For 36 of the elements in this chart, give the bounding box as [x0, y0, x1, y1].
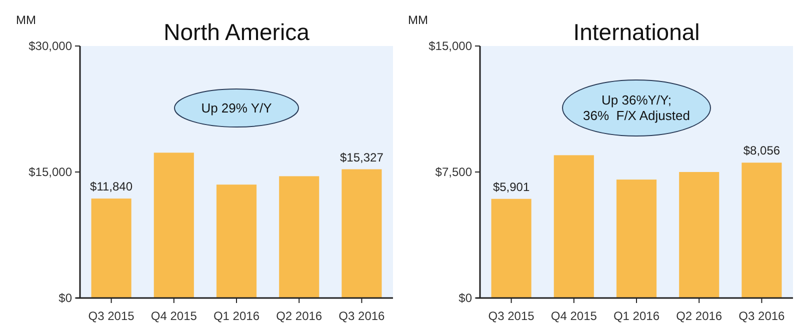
x-tick-label: Q2 2016 [276, 309, 322, 323]
bar [491, 198, 532, 298]
y-tick-label: $30,000 [28, 39, 72, 54]
bar [342, 169, 382, 298]
bar [616, 180, 657, 298]
bar [742, 162, 782, 298]
data-label: $8,056 [743, 144, 780, 158]
bar [679, 172, 720, 298]
data-label: $15,327 [340, 150, 384, 164]
x-tick-label: Q2 2016 [676, 309, 722, 323]
x-tick-label: Q1 2016 [613, 309, 660, 323]
chart-title: North America [164, 19, 310, 45]
bar [554, 155, 594, 298]
y-tick-label: $15,000 [428, 39, 472, 54]
data-label: $11,840 [90, 180, 133, 194]
y-tick-label: $15,000 [28, 165, 72, 180]
bar [216, 184, 257, 298]
annotation: Up 29% Y/Y [201, 100, 272, 116]
bar [279, 176, 320, 298]
y-tick-label: $0 [458, 291, 472, 306]
x-tick-label: Q4 2015 [150, 309, 198, 323]
bar [154, 152, 194, 298]
x-tick-label: Q3 2016 [738, 309, 786, 323]
x-tick-label: Q3 2015 [488, 309, 535, 323]
bar [91, 198, 132, 298]
x-tick-label: Q1 2016 [213, 309, 260, 323]
chart-title: International [573, 19, 700, 45]
y-tick-label: $7,500 [435, 165, 472, 180]
data-label: $5,901 [492, 180, 530, 194]
y-axis-title: MM [408, 13, 428, 27]
x-tick-label: Q3 2015 [88, 309, 135, 323]
x-tick-label: Q4 2015 [550, 309, 598, 323]
y-tick-label: $0 [58, 291, 72, 306]
y-axis-title: MM [16, 13, 36, 27]
x-tick-label: Q3 2016 [338, 309, 386, 323]
annotation: Up 36%Y/Y; 36% F/X Adjusted [583, 92, 690, 124]
